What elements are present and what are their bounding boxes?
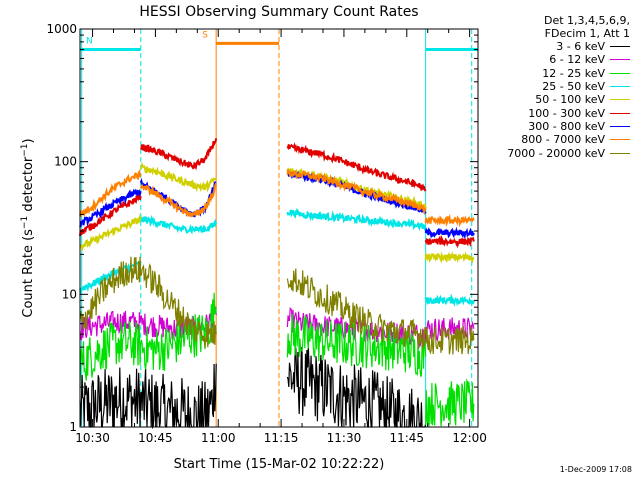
legend-entry-3-6-kev: 3 - 6 keV	[478, 40, 630, 53]
legend-swatch	[610, 86, 630, 88]
series-300-800-kev-segment-0	[79, 188, 142, 228]
legend-entry-800-7000-kev: 800 - 7000 keV	[478, 133, 630, 146]
y-tick-label-1: 1	[69, 420, 77, 434]
series-lines	[79, 138, 475, 430]
series-25-50-kev-segment-3	[424, 293, 475, 308]
series-6-12-kev-segment-2	[425, 317, 475, 342]
legend-swatch	[610, 139, 630, 141]
legend-label: 100 - 300 keV	[528, 106, 605, 120]
legend-label: 6 - 12 keV	[549, 53, 605, 67]
legend-label: 12 - 25 keV	[542, 66, 605, 80]
legend-entry-6-12-kev: 6 - 12 keV	[478, 53, 630, 66]
legend-swatch	[610, 125, 630, 127]
x-tick-label-12-00: 12:00	[452, 431, 487, 445]
series-800-7000-kev-segment-0	[79, 168, 142, 218]
y-axis-label-prefix: Count Rate (s	[21, 229, 36, 318]
legend-label: 800 - 7000 keV	[521, 133, 605, 147]
series-25-50-kev-segment-1	[139, 214, 218, 235]
legend-entry-300-800-kev: 300 - 800 keV	[478, 120, 630, 133]
legend-entry-100-300-kev: 100 - 300 keV	[478, 106, 630, 120]
legend-entry-50-100-kev: 50 - 100 keV	[478, 93, 630, 106]
x-axis-label: Start Time (15-Mar-02 10:22:22)	[174, 457, 385, 472]
legend: Det 1,3,4,5,6,9, FDecim 1, Att 1 3 - 6 k…	[478, 14, 630, 160]
series-50-100-kev-segment-3	[424, 250, 475, 264]
timestamp: 1-Dec-2009 17:08	[559, 465, 632, 474]
flag-label-s: S	[202, 30, 208, 40]
series-6-12-kev-segment-0	[79, 305, 217, 341]
series-3-6-kev-segment-0	[79, 363, 217, 430]
series-12-25-kev-segment-0	[79, 292, 217, 387]
series-300-800-kev-segment-2	[287, 170, 427, 214]
legend-swatch	[610, 72, 630, 74]
y-axis-label-sup-1: −1	[20, 216, 30, 229]
x-tick-label-11-30: 11:30	[327, 431, 362, 445]
series-6-12-kev-segment-1	[286, 307, 427, 349]
series-25-50-kev-segment-2	[286, 207, 427, 232]
series-50-100-kev-segment-0	[79, 213, 142, 252]
series-100-300-kev-segment-3	[424, 234, 475, 249]
x-tick-label-11-15: 11:15	[264, 431, 299, 445]
legend-swatch	[610, 99, 630, 101]
legend-label: 3 - 6 keV	[556, 40, 605, 54]
axes: 10:30 10:45 11:00 11:15 11:30 11:45 12:00 1 10 10…	[46, 22, 486, 445]
legend-swatch	[610, 46, 630, 48]
legend-entry-7000-20000-kev: 7000 - 20000 keV	[478, 146, 630, 160]
plot-frame	[79, 28, 479, 428]
y-tick-label-10: 10	[62, 287, 77, 301]
legend-swatch	[610, 152, 630, 154]
flag-label-n: N	[86, 37, 93, 47]
series-100-300-kev-segment-0	[79, 193, 142, 237]
series-7000-20000-kev-segment-1	[286, 268, 427, 349]
y-tick-label-1000: 1000	[46, 22, 77, 36]
legend-label: 7000 - 20000 keV	[507, 146, 605, 160]
legend-label: 300 - 800 keV	[528, 119, 605, 133]
series-12-25-kev-segment-1	[286, 313, 427, 377]
series-12-25-kev-segment-2	[425, 378, 475, 427]
x-tick-label-10-30: 10:30	[75, 431, 110, 445]
x-tick-label-11-45: 11:45	[389, 431, 424, 445]
chart-title: HESSI Observing Summary Count Rates	[139, 4, 418, 20]
series-7000-20000-kev-segment-2	[425, 325, 475, 355]
x-tick-label-11-00: 11:00	[201, 431, 236, 445]
legend-swatch	[610, 59, 630, 61]
series-7000-20000-kev-segment-0	[79, 256, 217, 349]
legend-header-line-2: FDecim 1, Att 1	[544, 27, 630, 40]
series-50-100-kev-segment-1	[139, 161, 217, 193]
series-800-7000-kev-segment-1	[139, 182, 218, 217]
legend-entries: 3 - 6 keV 6 - 12 keV 12 - 25 keV 25 - 50 ke…	[478, 40, 630, 160]
legend-header-line-1: Det 1,3,4,5,6,9,	[543, 14, 630, 27]
legend-swatch	[610, 112, 630, 114]
series-300-800-kev-segment-3	[424, 226, 475, 240]
legend-label: 25 - 50 keV	[542, 80, 605, 94]
y-axis-label-middle: detector	[21, 156, 36, 216]
series-800-7000-kev-segment-3	[424, 214, 475, 228]
y-axis-label-suffix: )	[21, 138, 36, 143]
legend-entry-25-50-kev: 25 - 50 keV	[478, 80, 630, 93]
legend-entry-12-25-kev: 12 - 25 keV	[478, 67, 630, 80]
series-800-7000-kev-segment-2	[286, 167, 427, 216]
series-100-300-kev-segment-1	[139, 138, 218, 171]
series-100-300-kev-segment-2	[286, 142, 427, 192]
y-axis-label-sup-2: −1	[20, 143, 30, 156]
y-tick-label-100: 100	[54, 155, 77, 169]
y-axis-label: Count Rate (s−1 detector−1)	[20, 138, 36, 317]
legend-label: 50 - 100 keV	[535, 93, 605, 107]
x-tick-label-10-45: 10:45	[138, 431, 173, 445]
attenuator-flags: NS	[80, 30, 478, 52]
series-3-6-kev-segment-1	[286, 346, 427, 428]
